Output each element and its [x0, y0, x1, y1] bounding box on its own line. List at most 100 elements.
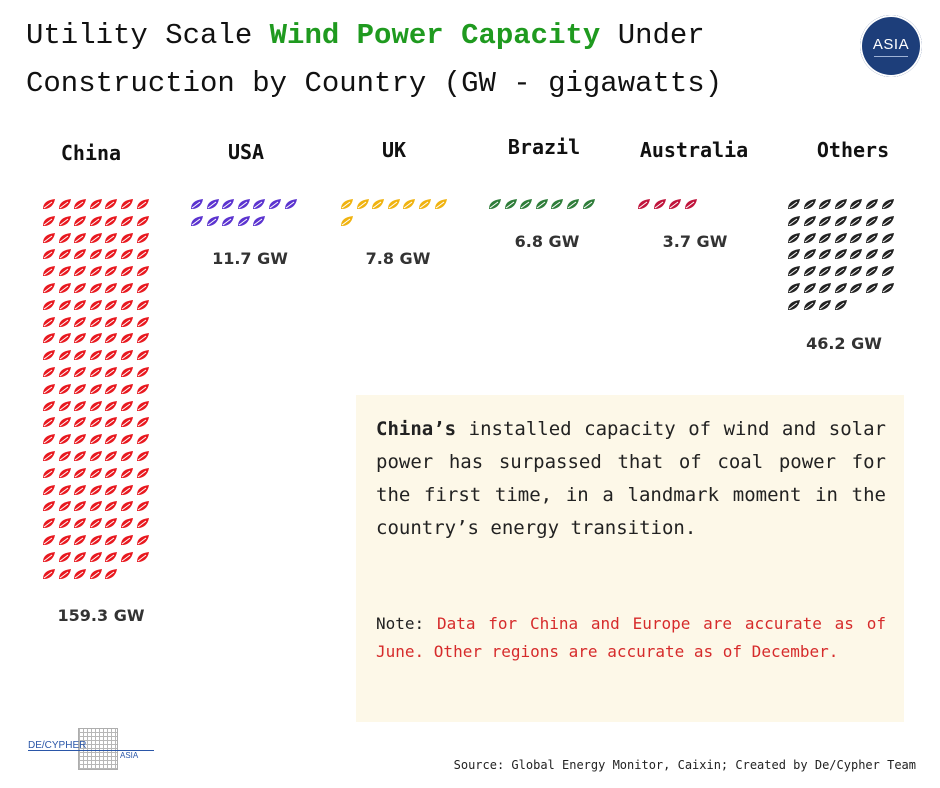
leaf-icon [43, 400, 55, 411]
leaf-icon [136, 299, 149, 310]
leaf-icon [850, 232, 863, 243]
leaf-icon [865, 199, 878, 209]
leaf-icon [819, 215, 832, 226]
leaf-icon [120, 400, 133, 411]
leaf-icon [834, 299, 847, 310]
leaf-icon [105, 316, 118, 327]
leaf-icon [120, 249, 133, 260]
leaf-icon [43, 366, 55, 377]
leaf-icon [136, 534, 149, 545]
leaf-icon [58, 316, 71, 327]
leaf-icon [865, 249, 878, 260]
leaf-icon [191, 215, 203, 226]
leaf-icon [638, 199, 650, 209]
leaf-icon [74, 417, 87, 428]
leaf-icon [120, 266, 133, 277]
leaf-icon [819, 299, 832, 310]
leaf-icon [120, 366, 133, 377]
leaf-icon [120, 215, 133, 226]
pictogram-usa [190, 198, 299, 232]
decypher-asia-logo: DE/CYPHER ASIA [28, 728, 158, 774]
leaf-icon [136, 366, 149, 377]
leaf-icon [535, 199, 548, 209]
title-part-2: Under Construction by Country (GW - giga… [26, 19, 723, 100]
leaf-icon [253, 215, 266, 226]
leaf-icon [89, 383, 102, 394]
leaf-icon [881, 266, 894, 277]
leaf-icon [881, 282, 894, 293]
leaf-icon [803, 299, 816, 310]
leaf-icon [253, 199, 266, 209]
leaf-icon [582, 199, 595, 209]
leaf-icon [58, 282, 71, 293]
leaf-icon [74, 551, 87, 562]
note-text: Data for China and Europe are accurate a… [376, 614, 886, 661]
leaf-icon [43, 568, 55, 579]
leaf-icon [74, 249, 87, 260]
leaf-icon [222, 215, 235, 226]
leaf-icon [834, 266, 847, 277]
leaf-icon [850, 266, 863, 277]
leaf-icon [850, 249, 863, 260]
leaf-icon [819, 232, 832, 243]
leaf-icon [105, 215, 118, 226]
pictogram-brazil [488, 198, 597, 215]
leaf-icon [105, 568, 118, 579]
note-main-text: China’s installed capacity of wind and s… [376, 413, 886, 545]
leaf-icon [120, 316, 133, 327]
leaf-icon [58, 501, 71, 512]
leaf-icon [669, 199, 682, 209]
leaf-icon [43, 518, 55, 529]
leaf-icon [105, 400, 118, 411]
leaf-icon [819, 282, 832, 293]
leaf-icon [43, 199, 55, 209]
leaf-icon [58, 484, 71, 495]
note-lead: China’s [376, 418, 457, 440]
leaf-icon [881, 215, 894, 226]
leaf-icon [43, 383, 55, 394]
leaf-icon [58, 568, 71, 579]
leaf-icon [788, 299, 800, 310]
leaf-icon [136, 434, 149, 445]
leaf-icon [865, 215, 878, 226]
brand-right: ASIA [120, 751, 139, 760]
label-uk: UK [381, 138, 407, 162]
brand-left: DE/CYPHER [28, 740, 87, 751]
leaf-icon [74, 383, 87, 394]
value-uk: 7.8 GW [365, 249, 431, 268]
leaf-icon [58, 366, 71, 377]
label-brazil: Brazil [507, 135, 581, 159]
leaf-icon [89, 249, 102, 260]
leaf-icon [834, 215, 847, 226]
leaf-icon [136, 518, 149, 529]
value-usa: 11.7 GW [212, 249, 288, 268]
leaf-icon [105, 467, 118, 478]
note-box: China’s installed capacity of wind and s… [356, 395, 904, 722]
leaf-icon [803, 199, 816, 209]
leaf-icon [105, 383, 118, 394]
chart-title: Utility Scale Wind Power Capacity Under … [26, 12, 806, 108]
leaf-icon [105, 551, 118, 562]
leaf-icon [418, 199, 431, 209]
leaf-icon [222, 199, 235, 209]
leaf-icon [74, 501, 87, 512]
leaf-icon [136, 249, 149, 260]
leaf-icon [387, 199, 400, 209]
leaf-icon [803, 249, 816, 260]
title-part-1: Utility Scale [26, 19, 270, 52]
leaf-icon [136, 417, 149, 428]
leaf-icon [58, 417, 71, 428]
pictogram-australia [637, 198, 746, 215]
leaf-icon [120, 484, 133, 495]
leaf-icon [89, 333, 102, 344]
leaf-icon [58, 450, 71, 461]
leaf-icon [191, 199, 203, 209]
leaf-icon [105, 534, 118, 545]
leaf-icon [105, 333, 118, 344]
leaf-icon [819, 199, 832, 209]
leaf-icon [105, 232, 118, 243]
leaf-icon [136, 350, 149, 361]
leaf-icon [120, 333, 133, 344]
leaf-icon [803, 282, 816, 293]
leaf-icon [74, 534, 87, 545]
